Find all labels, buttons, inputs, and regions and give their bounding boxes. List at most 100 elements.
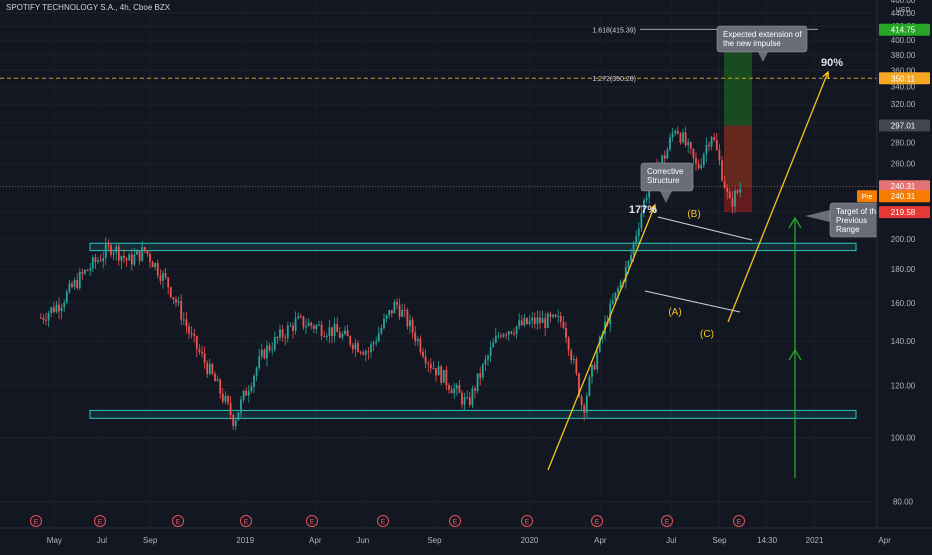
- candle-body: [86, 270, 89, 272]
- candle: [432, 361, 435, 370]
- candle-body: [466, 397, 469, 399]
- candle: [419, 335, 422, 355]
- candle-body: [536, 317, 539, 324]
- price-axis[interactable]: 80.00 100.00 120.00 140.00 160.00 180.00 200.0…: [857, 0, 932, 550]
- candle: [271, 342, 274, 356]
- candle: [487, 353, 489, 366]
- candle-body: [619, 281, 622, 289]
- candle: [224, 391, 227, 405]
- candle: [341, 331, 344, 341]
- candle: [193, 329, 196, 343]
- candle-body: [78, 271, 81, 289]
- candle-body: [427, 363, 430, 365]
- candle-body: [242, 390, 245, 400]
- candle-body: [471, 388, 474, 405]
- candle: [398, 298, 401, 321]
- candle: [739, 182, 742, 198]
- candle: [294, 311, 297, 335]
- candle: [89, 263, 92, 276]
- candle-body: [91, 257, 94, 269]
- candle: [297, 312, 300, 320]
- candle: [138, 250, 141, 266]
- candle-body: [81, 271, 84, 274]
- candle: [494, 328, 497, 344]
- candle: [120, 255, 123, 269]
- candle-body: [507, 331, 510, 335]
- candle: [45, 312, 47, 326]
- price-tag-target: 414.75: [879, 23, 930, 36]
- channel-lower-line: [644, 290, 741, 313]
- target-callout-tail: [805, 210, 830, 222]
- candle: [253, 374, 255, 394]
- previous-range-arrow-mid: [788, 348, 802, 361]
- candle: [315, 323, 318, 334]
- candle: [723, 175, 726, 189]
- candle-body: [721, 160, 723, 181]
- candle-body: [624, 266, 627, 283]
- candle-body: [401, 309, 404, 317]
- earnings-marker-label: E: [244, 519, 249, 526]
- candle-body: [679, 133, 682, 143]
- earnings-marker-label: E: [453, 519, 458, 526]
- candle: [575, 356, 578, 376]
- price-tick-label: 200.00: [891, 235, 916, 244]
- candle: [557, 309, 560, 324]
- candle-body: [50, 307, 53, 314]
- candle: [177, 296, 180, 306]
- candle-body: [133, 254, 136, 265]
- impulse-arrow-2: [727, 71, 829, 323]
- candle: [73, 277, 76, 290]
- candle-body: [193, 333, 196, 337]
- candle-body: [185, 319, 188, 327]
- candle: [531, 312, 534, 328]
- candle-body: [497, 335, 500, 337]
- candle-body: [268, 345, 271, 351]
- candle: [310, 321, 313, 330]
- candle-body: [544, 318, 547, 328]
- candle: [242, 389, 245, 403]
- candle: [468, 391, 471, 408]
- candle-body: [344, 330, 346, 335]
- candle-body: [671, 133, 674, 138]
- candle: [674, 128, 677, 137]
- candle-body: [89, 268, 92, 271]
- candle-body: [276, 337, 279, 339]
- candle-body: [172, 297, 175, 300]
- candle-body: [596, 351, 599, 370]
- candle-body: [484, 359, 487, 365]
- candle: [240, 395, 242, 418]
- candle-body: [112, 252, 115, 255]
- candle-body: [307, 322, 310, 327]
- candle: [588, 375, 591, 397]
- candle: [591, 364, 593, 384]
- candle-body: [611, 300, 614, 304]
- candle: [416, 336, 419, 347]
- candle-body: [539, 317, 541, 324]
- candle: [185, 311, 188, 334]
- candle: [390, 310, 393, 318]
- candle-body: [234, 420, 237, 427]
- candle: [50, 306, 53, 318]
- candle-body: [406, 310, 409, 327]
- candle-body: [305, 326, 307, 328]
- candle-body: [734, 190, 736, 207]
- candle-body: [531, 317, 534, 321]
- candle: [388, 309, 391, 319]
- candle-body: [554, 314, 557, 317]
- candle: [320, 320, 323, 340]
- candle: [221, 387, 224, 404]
- candle-body: [528, 320, 531, 324]
- candle: [328, 319, 331, 344]
- candle-body: [702, 154, 705, 166]
- candle: [596, 346, 599, 374]
- candle-body: [266, 345, 268, 359]
- candle: [359, 350, 362, 356]
- time-axis[interactable]: May Jul Sep 2019 Apr Jun Sep 2020 Apr Jul Sep 14:30…: [0, 527, 932, 545]
- candle-body: [286, 325, 289, 339]
- candle-body: [115, 246, 118, 253]
- candle: [427, 361, 430, 372]
